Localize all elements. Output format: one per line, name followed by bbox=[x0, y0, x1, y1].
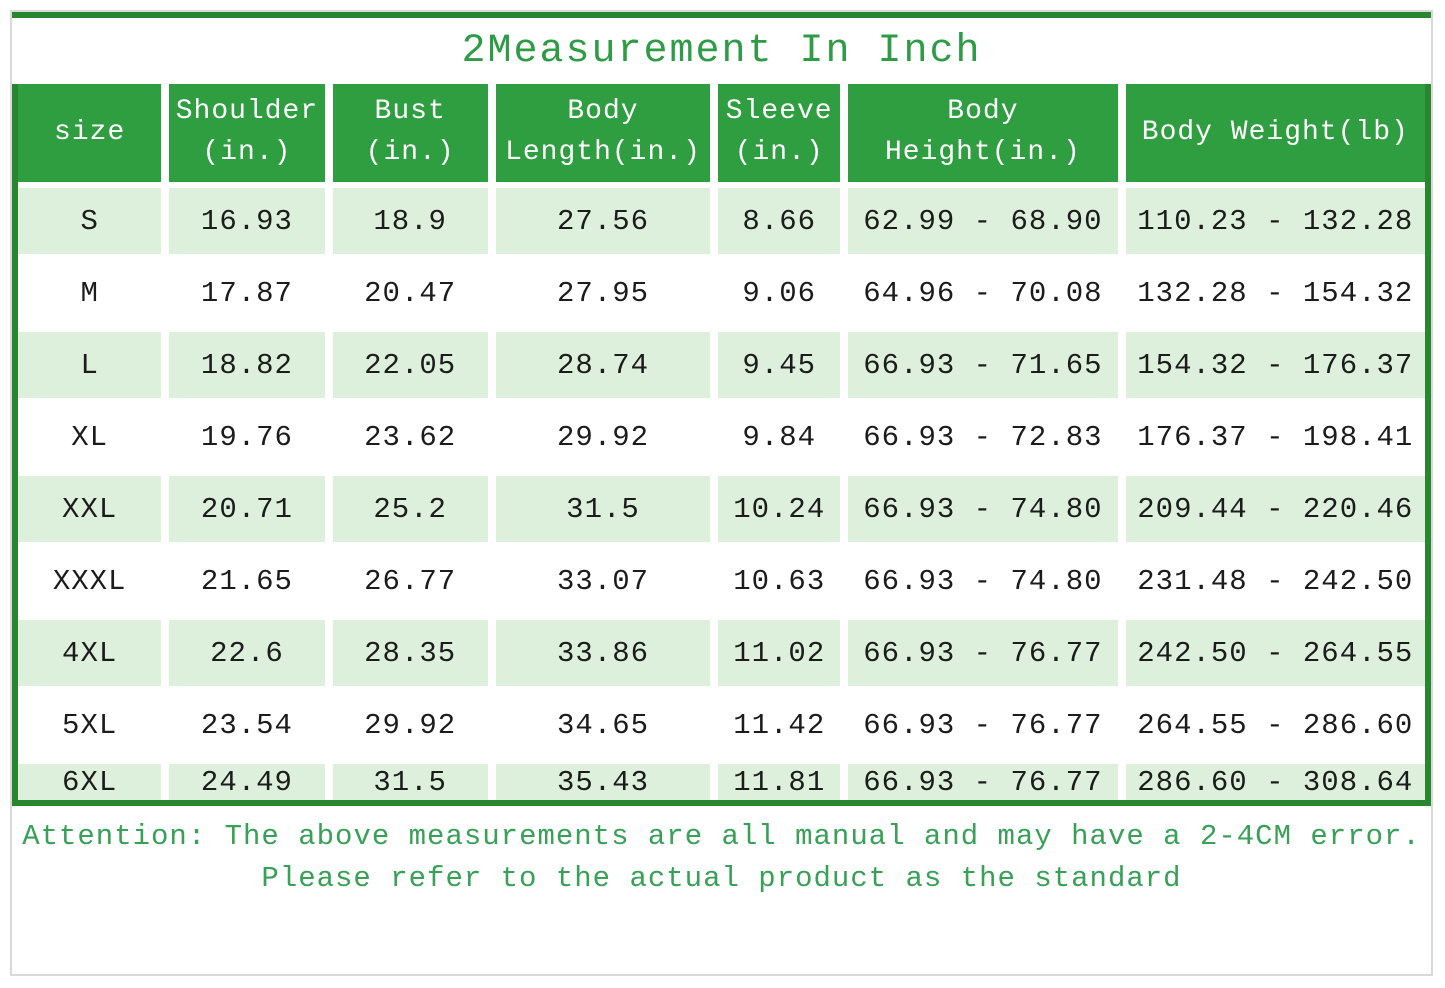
value-cell: 23.62 bbox=[324, 398, 496, 476]
table-row: 4XL 22.6 28.35 33.86 11.02 66.93 - 76.77 242.5… bbox=[18, 614, 1425, 692]
table-row: L 18.82 22.05 28.74 9.45 66.93 - 71.65 154.32 … bbox=[18, 326, 1425, 404]
value-cell: 11.81 bbox=[710, 758, 849, 800]
size-table-header: size Shoulder (in.) Bust (in.) Body Leng… bbox=[18, 84, 1425, 188]
size-table-body: S 16.93 18.9 27.56 8.66 62.99 - 68.90 110.23 -… bbox=[18, 182, 1425, 800]
value-cell: 286.60 - 308.64 bbox=[1117, 758, 1425, 800]
value-cell: 66.93 - 74.80 bbox=[840, 542, 1126, 620]
size-cell: 6XL bbox=[18, 758, 170, 800]
value-cell: 33.86 bbox=[487, 614, 719, 692]
value-cell: 8.66 bbox=[710, 182, 849, 260]
size-cell: 5XL bbox=[18, 686, 170, 764]
size-cell: XXXL bbox=[18, 542, 170, 620]
value-cell: 66.93 - 76.77 bbox=[840, 614, 1126, 692]
header-row: size Shoulder (in.) Bust (in.) Body Leng… bbox=[18, 84, 1425, 188]
column-header-body-length: Body Length(in.) bbox=[487, 84, 719, 188]
value-cell: 17.87 bbox=[161, 254, 333, 332]
value-cell: 10.63 bbox=[710, 542, 849, 620]
value-cell: 66.93 - 76.77 bbox=[840, 758, 1126, 800]
value-cell: 16.93 bbox=[161, 182, 333, 260]
value-cell: 24.49 bbox=[161, 758, 333, 800]
value-cell: 66.93 - 72.83 bbox=[840, 398, 1126, 476]
size-cell: 4XL bbox=[18, 614, 170, 692]
column-header-size: size bbox=[18, 84, 170, 188]
attention-block: Attention: The above measurements are al… bbox=[12, 806, 1431, 915]
value-cell: 31.5 bbox=[324, 758, 496, 800]
value-cell: 20.71 bbox=[161, 470, 333, 548]
column-header-shoulder: Shoulder (in.) bbox=[161, 84, 333, 188]
size-cell: M bbox=[18, 254, 170, 332]
value-cell: 9.06 bbox=[710, 254, 849, 332]
value-cell: 20.47 bbox=[324, 254, 496, 332]
value-cell: 28.35 bbox=[324, 614, 496, 692]
table-row: 5XL 23.54 29.92 34.65 11.42 66.93 - 76.77 264.… bbox=[18, 686, 1425, 764]
value-cell: 66.93 - 76.77 bbox=[840, 686, 1126, 764]
value-cell: 35.43 bbox=[487, 758, 719, 800]
value-cell: 34.65 bbox=[487, 686, 719, 764]
value-cell: 10.24 bbox=[710, 470, 849, 548]
value-cell: 176.37 - 198.41 bbox=[1117, 398, 1425, 476]
value-cell: 22.6 bbox=[161, 614, 333, 692]
value-cell: 26.77 bbox=[324, 542, 496, 620]
attention-line-2: Please refer to the actual product as th… bbox=[261, 862, 1182, 896]
value-cell: 25.2 bbox=[324, 470, 496, 548]
value-cell: 18.9 bbox=[324, 182, 496, 260]
value-cell: 33.07 bbox=[487, 542, 719, 620]
value-cell: 11.42 bbox=[710, 686, 849, 764]
value-cell: 66.93 - 74.80 bbox=[840, 470, 1126, 548]
value-cell: 231.48 - 242.50 bbox=[1117, 542, 1425, 620]
title-block: 2Measurement In Inch bbox=[12, 18, 1431, 84]
attention-line-1: Attention: The above measurements are al… bbox=[22, 820, 1421, 853]
value-cell: 62.99 - 68.90 bbox=[840, 182, 1126, 260]
table-row: M 17.87 20.47 27.95 9.06 64.96 - 70.08 132.28 … bbox=[18, 254, 1425, 332]
value-cell: 132.28 - 154.32 bbox=[1117, 254, 1425, 332]
value-cell: 21.65 bbox=[161, 542, 333, 620]
value-cell: 29.92 bbox=[487, 398, 719, 476]
size-table-frame: size Shoulder (in.) Bust (in.) Body Leng… bbox=[12, 84, 1431, 806]
value-cell: 18.82 bbox=[161, 326, 333, 404]
value-cell: 264.55 - 286.60 bbox=[1117, 686, 1425, 764]
column-header-body-weight: Body Weight(lb) bbox=[1117, 84, 1425, 188]
column-header-bust: Bust (in.) bbox=[324, 84, 496, 188]
value-cell: 9.84 bbox=[710, 398, 849, 476]
page-frame: 2Measurement In Inch size Shoulder (in.)… bbox=[10, 10, 1433, 976]
size-cell: L bbox=[18, 326, 170, 404]
value-cell: 154.32 - 176.37 bbox=[1117, 326, 1425, 404]
table-row: S 16.93 18.9 27.56 8.66 62.99 - 68.90 110.23 -… bbox=[18, 182, 1425, 260]
value-cell: 27.56 bbox=[487, 182, 719, 260]
size-cell: XL bbox=[18, 398, 170, 476]
column-header-sleeve: Sleeve (in.) bbox=[710, 84, 849, 188]
table-row: XXL 20.71 25.2 31.5 10.24 66.93 - 74.80 209.44… bbox=[18, 470, 1425, 548]
value-cell: 9.45 bbox=[710, 326, 849, 404]
value-cell: 29.92 bbox=[324, 686, 496, 764]
value-cell: 66.93 - 71.65 bbox=[840, 326, 1126, 404]
value-cell: 19.76 bbox=[161, 398, 333, 476]
size-table: size Shoulder (in.) Bust (in.) Body Leng… bbox=[18, 84, 1425, 800]
value-cell: 11.02 bbox=[710, 614, 849, 692]
table-row: 6XL 24.49 31.5 35.43 11.81 66.93 - 76.77 286.6… bbox=[18, 758, 1425, 800]
size-cell: S bbox=[18, 182, 170, 260]
value-cell: 110.23 - 132.28 bbox=[1117, 182, 1425, 260]
value-cell: 22.05 bbox=[324, 326, 496, 404]
value-cell: 27.95 bbox=[487, 254, 719, 332]
page-title: 2Measurement In Inch bbox=[461, 28, 982, 74]
table-row: XL 19.76 23.62 29.92 9.84 66.93 - 72.83 176.37… bbox=[18, 398, 1425, 476]
value-cell: 28.74 bbox=[487, 326, 719, 404]
value-cell: 209.44 - 220.46 bbox=[1117, 470, 1425, 548]
value-cell: 242.50 - 264.55 bbox=[1117, 614, 1425, 692]
value-cell: 31.5 bbox=[487, 470, 719, 548]
column-header-body-height: Body Height(in.) bbox=[840, 84, 1126, 188]
top-green-bar bbox=[12, 12, 1431, 18]
table-row: XXXL 21.65 26.77 33.07 10.63 66.93 - 74.80 231… bbox=[18, 542, 1425, 620]
value-cell: 64.96 - 70.08 bbox=[840, 254, 1126, 332]
value-cell: 23.54 bbox=[161, 686, 333, 764]
size-cell: XXL bbox=[18, 470, 170, 548]
